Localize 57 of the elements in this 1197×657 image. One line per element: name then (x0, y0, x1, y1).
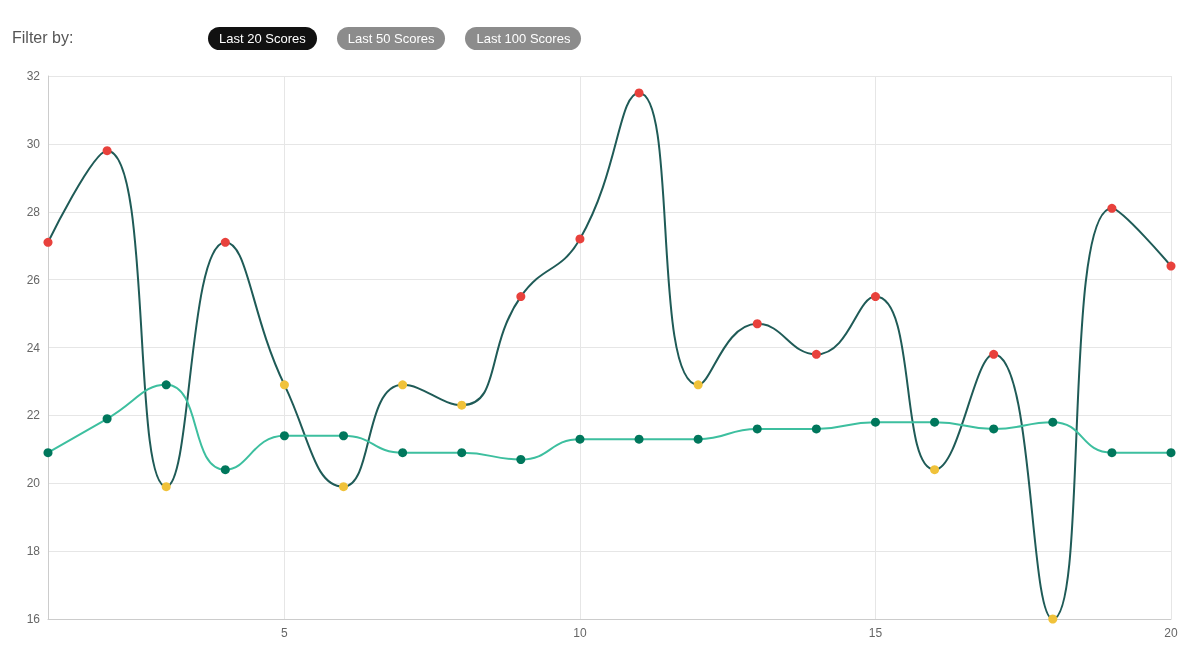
text: Last 50 Scores (336, 26, 446, 50)
point (398, 448, 408, 458)
point (1048, 417, 1058, 427)
point (339, 482, 349, 492)
x-tick-label: 20 (1164, 626, 1178, 640)
point (989, 349, 999, 359)
point (752, 319, 762, 329)
point (989, 424, 999, 434)
point (930, 465, 940, 475)
point (398, 380, 408, 390)
y-tick-label: 20 (26, 476, 41, 491)
point (220, 237, 230, 247)
point (870, 417, 880, 427)
y-tick-label: 26 (26, 272, 41, 287)
point (575, 434, 585, 444)
x-tick-label: 5 (281, 626, 289, 640)
point (457, 400, 467, 410)
point (693, 380, 703, 390)
point (1048, 614, 1058, 624)
y-tick-label: 24 (26, 340, 41, 355)
point (43, 448, 53, 458)
point (279, 380, 289, 390)
y-tick-label: 32 (26, 69, 41, 83)
point (634, 434, 644, 444)
point (811, 424, 821, 434)
y-tick-label: 18 (26, 544, 41, 559)
y-tick-label: 22 (26, 408, 41, 423)
y-tick-label: 28 (26, 204, 41, 219)
text: Filter by: (12, 29, 75, 47)
y-tick-label: 30 (26, 136, 41, 151)
point (457, 448, 467, 458)
point (1107, 203, 1117, 213)
point (752, 424, 762, 434)
x-tick-label: 15 (868, 626, 883, 640)
text: Last 100 Scores (465, 26, 582, 50)
point (634, 88, 644, 98)
point (102, 414, 112, 424)
y-tick-label: 16 (26, 612, 41, 626)
point (693, 434, 703, 444)
point (930, 417, 940, 427)
text: Last 20 Scores (208, 26, 317, 50)
point (161, 482, 171, 492)
point (220, 465, 230, 475)
point (1107, 448, 1117, 458)
point (339, 431, 349, 441)
point (870, 292, 880, 302)
point (516, 292, 526, 302)
point (1166, 261, 1176, 271)
point (102, 146, 112, 156)
point (161, 380, 171, 390)
x-tick-label: 10 (573, 626, 587, 640)
point (279, 431, 289, 441)
point (811, 349, 821, 359)
point (575, 234, 585, 244)
point (1166, 448, 1176, 458)
point (43, 237, 53, 247)
point (516, 455, 526, 464)
